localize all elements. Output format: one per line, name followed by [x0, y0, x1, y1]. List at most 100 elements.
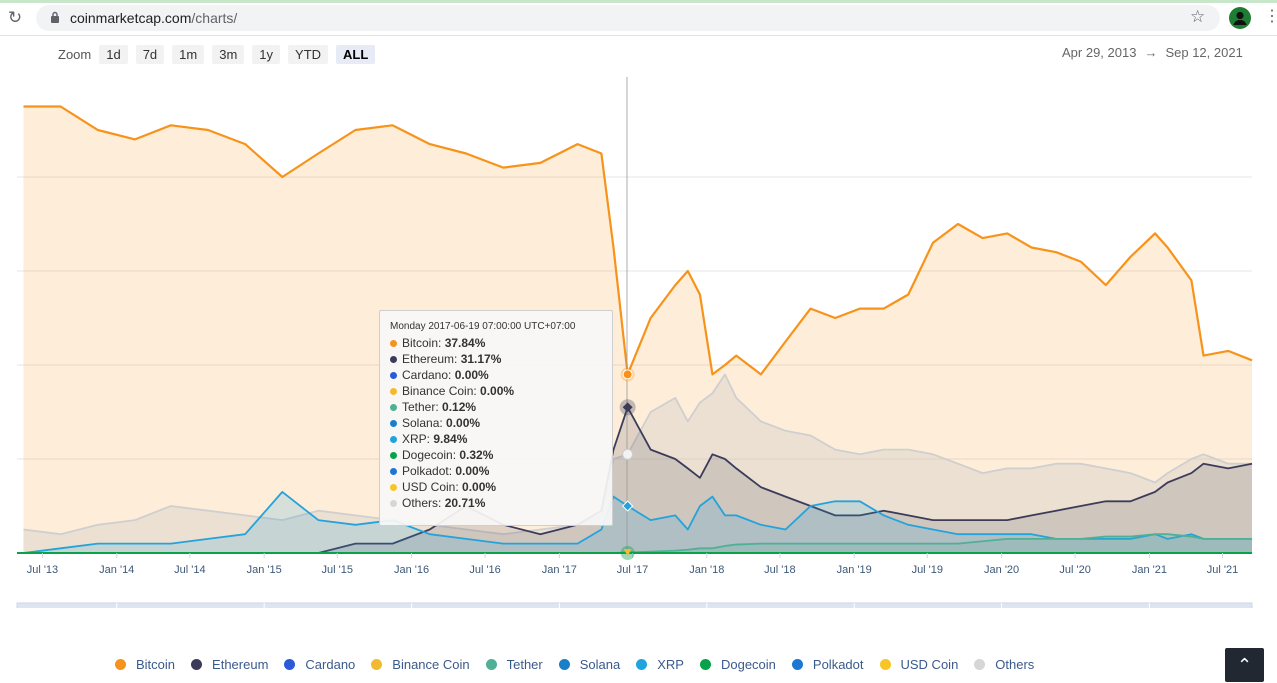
legend-dot [699, 659, 711, 670]
marker-ethereum [622, 402, 633, 413]
tooltip-dot [390, 500, 397, 507]
profile-avatar[interactable] [1229, 7, 1251, 29]
legend-item-bitcoin[interactable]: Bitcoin [115, 657, 175, 672]
line-bitcoin [23, 105, 1253, 376]
area-others [23, 374, 1252, 553]
tooltip-dot [390, 484, 397, 491]
x-tick-label: Jan '16 [394, 564, 429, 576]
zoom-button-3m[interactable]: 3m [212, 44, 245, 64]
user-icon [1233, 11, 1247, 25]
zoom-button-1y[interactable]: 1y [252, 44, 281, 64]
zoom-label: Zoom [58, 46, 92, 62]
legend-item-usd-coin[interactable]: USD Coin [879, 657, 959, 672]
x-axis: Jul '13 Jan '14 Jul '14 Jan '15 Jul '15 Jan '… [27, 553, 1238, 576]
area-bitcoin [23, 106, 1252, 553]
tooltip-value: 31.17% [460, 352, 502, 366]
navigator-window[interactable] [16, 602, 1253, 608]
navigator[interactable]: 20142015201620172018201920202021 [13, 602, 1256, 608]
back-to-top-button[interactable]: ⌃ [1225, 648, 1264, 682]
tooltip-name: Bitcoin: [402, 336, 445, 350]
tooltip-name: USD Coin: [402, 480, 463, 494]
legend-item-ethereum[interactable]: Ethereum [191, 657, 268, 672]
legend-label: Dogecoin [720, 657, 776, 672]
tooltip-row-solana: Solana: 0.00% [390, 415, 602, 431]
legend-label: Cardano [305, 657, 356, 672]
tooltip-dot [390, 340, 397, 347]
tooltip-date: Monday 2017-06-19 07:00:00 UTC+07:00 [390, 321, 576, 332]
x-tick-label: Jan '17 [542, 564, 577, 576]
tooltip-name: Dogecoin: [402, 448, 460, 462]
zoom-button-1m[interactable]: 1m [172, 44, 205, 64]
tooltip-row-ethereum: Ethereum: 31.17% [390, 351, 602, 367]
x-tick-label: Jan '21 [1132, 564, 1167, 576]
x-tick-label: Jul '16 [469, 564, 500, 576]
x-tick-label: Jan '18 [689, 564, 724, 576]
tooltip-name: Tether: [402, 400, 443, 414]
legend-label: Ethereum [212, 657, 269, 672]
x-tick-label: Jul '13 [27, 564, 58, 576]
tooltip-name: Polkadot: [402, 464, 456, 478]
zoom-button-1d[interactable]: 1d [99, 44, 128, 64]
area-tether [23, 534, 1252, 553]
legend-item-solana[interactable]: Solana [558, 657, 620, 672]
legend-label: USD Coin [900, 657, 959, 672]
legend-item-binance-coin[interactable]: Binance Coin [371, 657, 470, 672]
bookmark-star-icon[interactable]: ☆ [1190, 7, 1206, 26]
zoom-button-all[interactable]: ALL [336, 44, 376, 64]
area-ethereum [23, 407, 1252, 553]
tooltip-row-bitcoin: Bitcoin: 37.84% [390, 335, 602, 351]
tooltip-row-dogecoin: Dogecoin: 0.32% [390, 447, 602, 463]
x-tick-label: Jan '20 [984, 564, 1019, 576]
reload-icon[interactable]: ↻ [7, 8, 23, 27]
tooltip-dot [390, 420, 397, 427]
lock-icon [51, 11, 59, 23]
area-xrp [23, 491, 1252, 553]
tooltip-value: 0.00% [446, 416, 481, 430]
legend-label: Bitcoin [136, 657, 176, 672]
zoom-controls: Zoom 1d 7d 1m 3m 1y YTD ALL [58, 43, 383, 65]
line-others [23, 373, 1252, 536]
marker-xrp [621, 500, 634, 512]
window-edge [0, 0, 1277, 3]
marker-others [622, 448, 634, 460]
url-domain: coinmarketcap.com [70, 10, 192, 26]
legend-item-cardano[interactable]: Cardano [284, 657, 355, 672]
legend-item-dogecoin[interactable]: Dogecoin [699, 657, 776, 672]
tooltip-value: 0.00% [480, 384, 515, 398]
zoom-button-ytd[interactable]: YTD [288, 44, 329, 64]
tooltip-rows: Bitcoin: 37.84% Ethereum: 31.17% Cardano: … [390, 335, 602, 511]
chart-series [17, 105, 1253, 554]
x-tick-label: Jul '14 [174, 564, 205, 576]
tooltip-row-tether: Tether: 0.12% [390, 399, 602, 415]
legend-item-others[interactable]: Others [974, 657, 1034, 672]
tooltip-row-others: Others: 20.71% [390, 495, 602, 511]
tooltip-value: 0.32% [459, 448, 494, 462]
legend-dot [284, 659, 296, 670]
legend-dot [191, 659, 203, 670]
tooltip-name: Binance Coin: [402, 384, 481, 398]
marker-binance-coin [623, 549, 632, 556]
menu-kebab-icon[interactable]: ⋮ [1264, 8, 1277, 25]
range-from-input[interactable]: Apr 29, 2013 [1062, 45, 1137, 60]
x-tick-label: Jul '21 [1207, 564, 1238, 576]
marker-bitcoin [622, 369, 633, 380]
tooltip-dot [390, 436, 397, 443]
tooltip-dot [390, 468, 397, 475]
legend-item-xrp[interactable]: XRP [636, 657, 684, 672]
x-tick-label: Jul '15 [322, 564, 353, 576]
legend-item-tether[interactable]: Tether [485, 657, 543, 672]
legend-item-polkadot[interactable]: Polkadot [791, 657, 864, 672]
url-text: coinmarketcap.com/charts/ [70, 10, 237, 26]
range-arrow: → [1144, 45, 1158, 60]
x-tick-label: Jul '17 [617, 564, 648, 576]
date-range: Apr 29, 2013 → Sep 12, 2021 [1062, 45, 1243, 60]
dominance-chart[interactable]: Jul '13 Jan '14 Jul '14 Jan '15 Jul '15 Jan '… [0, 68, 1277, 608]
chart-tooltip: Monday 2017-06-19 07:00:00 UTC+07:00 Bit… [379, 310, 613, 526]
legend-label: Binance Coin [392, 657, 470, 672]
legend-label: Others [995, 657, 1035, 672]
zoom-button-7d[interactable]: 7d [135, 44, 165, 64]
tooltip-value: 9.84% [433, 432, 468, 446]
address-bar[interactable]: coinmarketcap.com/charts/ [36, 5, 1220, 31]
tooltip-dot [390, 356, 397, 363]
range-to-input[interactable]: Sep 12, 2021 [1165, 45, 1243, 60]
